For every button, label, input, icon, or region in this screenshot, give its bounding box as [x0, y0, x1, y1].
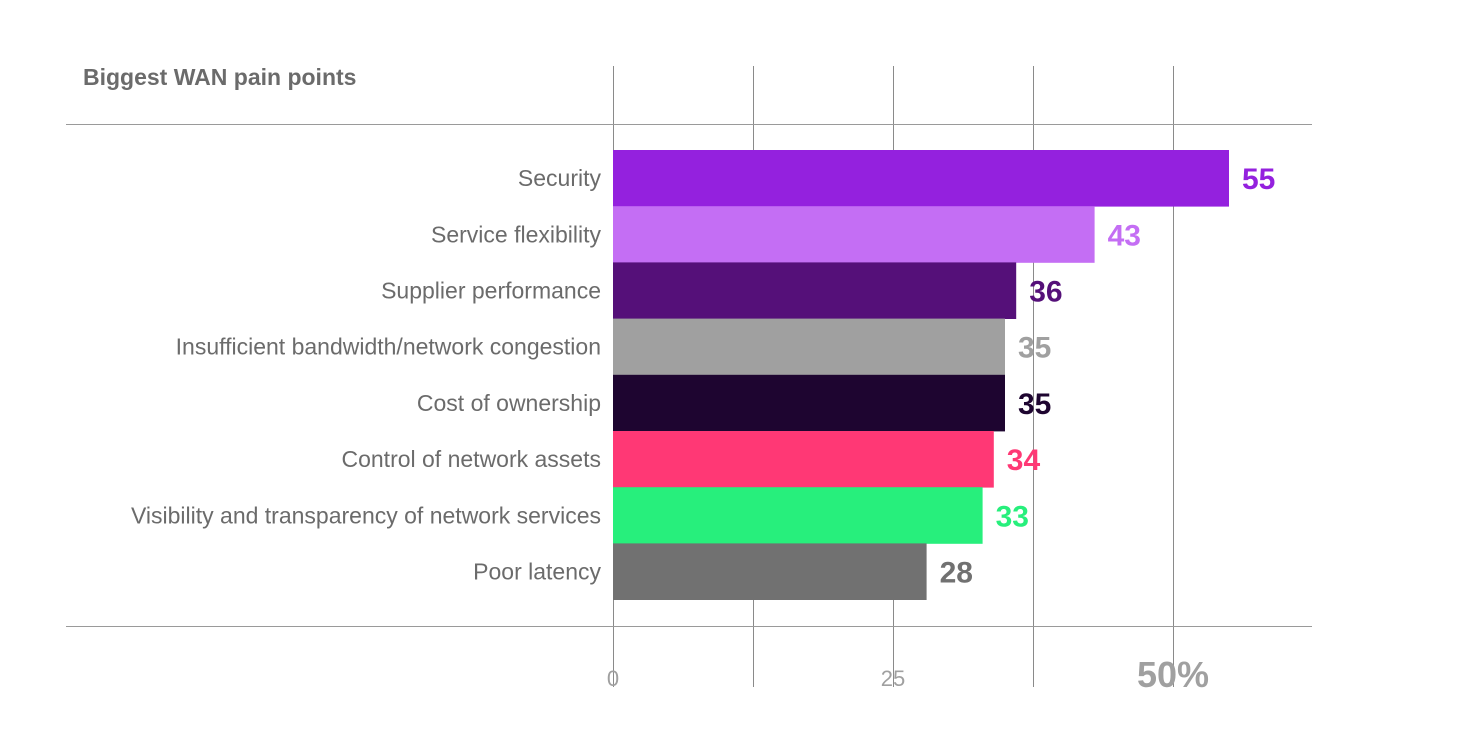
x-axis-ticks: 0 25 50% [607, 654, 1209, 695]
value-label: 43 [1108, 219, 1141, 252]
x-tick-label: 25 [881, 666, 905, 691]
value-label: 33 [996, 500, 1029, 533]
value-label: 34 [1007, 444, 1041, 477]
bar [613, 431, 994, 488]
bar [613, 206, 1095, 263]
category-label: Insufficient bandwidth/network congestio… [176, 334, 601, 360]
category-label: Poor latency [473, 559, 601, 585]
value-label: 35 [1018, 332, 1051, 365]
bar [613, 374, 1005, 432]
category-label: Service flexibility [431, 221, 601, 247]
value-labels: 55 43 36 35 35 34 33 28 [940, 163, 1276, 589]
category-label: Supplier performance [381, 278, 601, 304]
x-tick-label: 0 [607, 666, 619, 691]
category-labels: Security Service flexibility Supplier perf… [131, 165, 602, 584]
value-label: 36 [1029, 276, 1062, 309]
chart-title: Biggest WAN pain points [83, 64, 356, 90]
bar [613, 262, 1017, 319]
bar [613, 487, 983, 544]
bar [613, 318, 1005, 376]
value-label: 55 [1242, 163, 1275, 196]
x-tick-label: 50% [1137, 654, 1209, 695]
value-label: 35 [1018, 388, 1051, 421]
bar [613, 150, 1229, 207]
bar [613, 543, 927, 600]
category-label: Cost of ownership [417, 390, 601, 416]
category-label: Security [518, 165, 602, 191]
category-label: Control of network assets [341, 446, 601, 472]
category-label: Visibility and transparency of network s… [131, 502, 601, 528]
value-label: 28 [940, 557, 973, 590]
bars [613, 150, 1229, 600]
